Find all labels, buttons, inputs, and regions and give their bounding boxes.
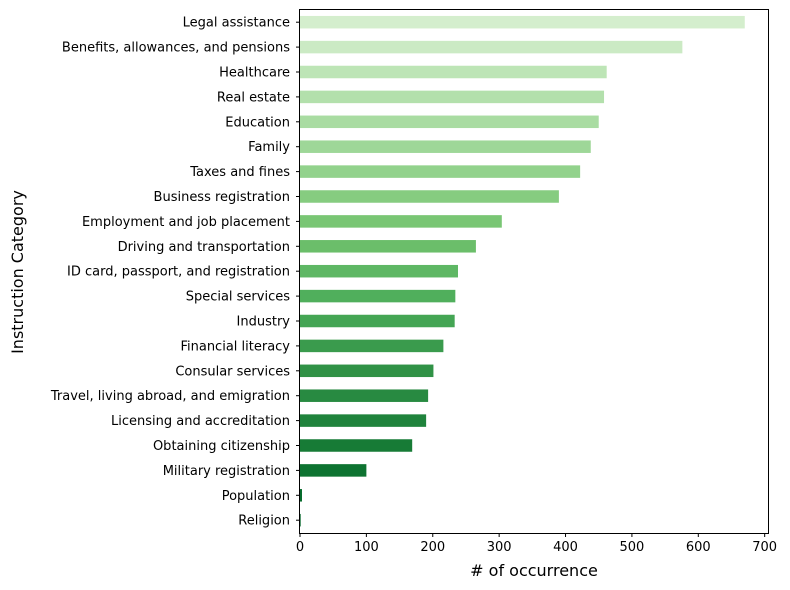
x-tick-label: 0 [296, 540, 304, 555]
x-tick-label: 200 [420, 540, 445, 555]
bar [300, 215, 502, 228]
y-tick-label: ID card, passport, and registration [67, 265, 290, 280]
bar [300, 389, 429, 402]
y-tick-label: Taxes and fines [189, 165, 290, 180]
y-tick-label: Driving and transportation [118, 240, 290, 255]
bar [300, 40, 683, 54]
y-tick-label: Religion [238, 514, 290, 529]
bar [300, 289, 456, 303]
bar [300, 314, 455, 328]
y-tick-label: Obtaining citizenship [153, 439, 290, 454]
bar [300, 339, 444, 353]
y-axis-title: Instruction Category [8, 190, 27, 354]
x-tick-label: 700 [752, 540, 777, 555]
y-tick-label: Healthcare [219, 66, 290, 81]
x-tick-label: 400 [553, 540, 578, 555]
bar [300, 115, 599, 129]
y-tick-label: Education [225, 115, 290, 130]
bar [300, 15, 745, 29]
bar [300, 364, 434, 378]
x-axis-title: # of occurrence [470, 561, 598, 580]
plot-frame [299, 9, 769, 534]
y-tick-label: Real estate [217, 90, 290, 105]
y-tick-label: Family [248, 140, 290, 155]
bar [300, 264, 458, 278]
bar [300, 165, 581, 178]
bar [300, 439, 413, 452]
bar [300, 414, 427, 427]
bar [300, 513, 301, 527]
y-tick-label: Consular services [175, 364, 290, 379]
bar [300, 190, 559, 203]
bar [300, 240, 476, 253]
x-axis: 0 100 200 300 400 500 600 700 [296, 533, 777, 555]
y-tick-label: Population [222, 489, 290, 504]
y-tick-label: Business registration [154, 190, 290, 205]
bar [300, 140, 591, 153]
x-tick-label: 300 [487, 540, 512, 555]
y-tick-label: Special services [186, 290, 291, 305]
x-tick-label: 100 [354, 540, 379, 555]
y-tick-label: Travel, living abroad, and emigration [50, 389, 290, 404]
y-tick-label: Legal assistance [183, 16, 290, 31]
bar [300, 90, 605, 104]
bar [300, 464, 367, 477]
y-tick-label: Industry [237, 315, 291, 330]
y-tick-label: Military registration [163, 464, 290, 479]
bar [300, 489, 302, 502]
x-tick-label: 500 [620, 540, 645, 555]
y-tick-label: Licensing and accreditation [111, 414, 290, 429]
y-tick-label: Benefits, allowances, and pensions [62, 41, 290, 56]
x-tick-label: 600 [686, 540, 711, 555]
y-tick-label: Financial literacy [180, 339, 290, 354]
bar [300, 65, 607, 79]
y-axis: Legal assistance Benefits, allowances, an… [50, 16, 300, 529]
bars-group [300, 15, 745, 527]
y-tick-label: Employment and job placement [82, 215, 290, 230]
